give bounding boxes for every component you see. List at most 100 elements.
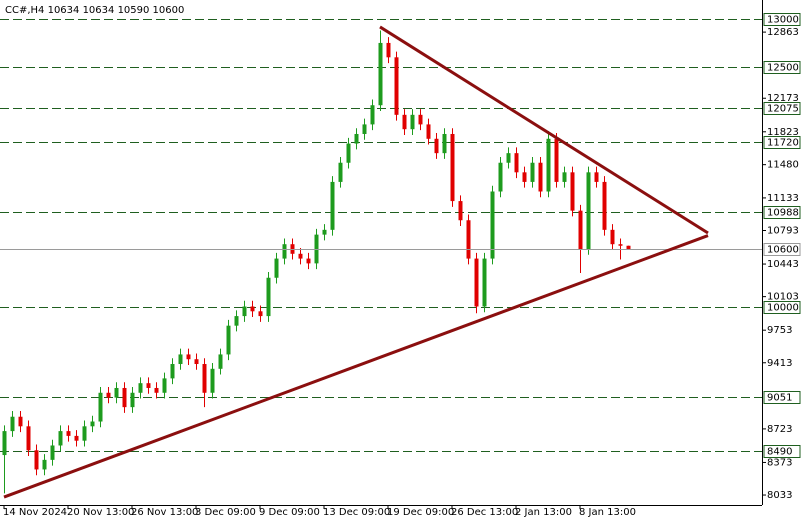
candle-body — [546, 138, 551, 192]
candle-body — [154, 387, 159, 393]
candle-body — [330, 181, 335, 230]
candle-body — [570, 172, 575, 211]
candle-body — [218, 354, 223, 369]
candle-body — [274, 258, 279, 278]
x-tick-label: 9 Dec 09:00 — [259, 507, 320, 518]
candle-body — [170, 364, 175, 379]
x-tick-label: 3 Dec 09:00 — [195, 507, 256, 518]
price-label: 10600 — [767, 245, 799, 256]
candle-body — [122, 387, 127, 408]
candle-body — [554, 138, 559, 182]
candle-body — [106, 392, 111, 398]
y-tick-label: 10793 — [767, 226, 799, 237]
candle-body — [482, 258, 487, 307]
y-tick-label: 8723 — [767, 424, 792, 435]
candle-body — [162, 378, 167, 393]
candle-body — [354, 133, 359, 144]
price-box — [763, 243, 801, 256]
chart-title: CC#,H4 10634 10634 10590 10600 — [5, 5, 184, 16]
candle-body — [610, 229, 615, 245]
candle-body — [386, 42, 391, 58]
level-box — [763, 102, 801, 115]
candle-body — [602, 181, 607, 230]
level-box — [763, 301, 801, 314]
y-tick-label: 12173 — [767, 93, 799, 104]
trendline — [379, 25, 709, 235]
y-tick-label: 11823 — [767, 127, 799, 138]
x-tick-label: 2 Jan 13:00 — [515, 507, 572, 518]
y-tick-label: 12863 — [767, 27, 799, 38]
candle-body — [474, 258, 479, 307]
candle-body — [58, 431, 63, 446]
candle-body — [82, 426, 87, 441]
candle-body — [514, 153, 519, 173]
candle-body — [322, 229, 327, 235]
candle-body — [50, 445, 55, 460]
candle-body — [466, 220, 471, 259]
candle-body — [146, 383, 151, 388]
candle-body — [562, 172, 567, 182]
y-tick-label: 8373 — [767, 457, 792, 468]
x-tick-label: 13 Dec 09:00 — [323, 507, 390, 518]
x-tick-label: 8 Jan 13:00 — [579, 507, 636, 518]
candle-body — [378, 42, 383, 106]
candle-body — [250, 306, 255, 312]
x-tick-label: 19 Dec 09:00 — [387, 507, 454, 518]
candle-body — [226, 325, 231, 355]
candle-body — [194, 359, 199, 365]
candle-body — [362, 124, 367, 134]
candle-body — [266, 277, 271, 317]
candle-body — [74, 435, 79, 441]
candle-body — [66, 431, 71, 436]
candle-body — [586, 172, 591, 250]
candle-body — [418, 114, 423, 125]
candle-body — [338, 162, 343, 182]
trendline — [3, 234, 709, 499]
y-tick-label: 11133 — [767, 193, 799, 204]
candle-body — [434, 138, 439, 154]
candle-body — [242, 306, 247, 317]
candle-body — [90, 421, 95, 427]
level-label: 12075 — [767, 104, 799, 115]
candle-body — [130, 392, 135, 408]
level-box — [763, 206, 801, 219]
level-box — [763, 13, 801, 26]
candle-body — [26, 426, 31, 451]
candle-body — [98, 392, 103, 422]
candle-body — [450, 133, 455, 202]
candle-body — [618, 244, 623, 246]
candle-body — [234, 316, 239, 326]
level-label: 10000 — [767, 303, 799, 314]
level-box — [763, 445, 801, 458]
level-label: 9051 — [767, 393, 792, 404]
level-label: 8490 — [767, 447, 792, 458]
candle-body — [490, 191, 495, 259]
candle-body — [458, 201, 463, 221]
candle-body — [42, 459, 47, 470]
level-box — [763, 61, 801, 74]
candle-body — [34, 450, 39, 470]
candle-body — [138, 383, 143, 393]
y-tick-label: 9413 — [767, 358, 792, 369]
candle-body — [210, 368, 215, 393]
level-box — [763, 391, 801, 404]
level-label: 10988 — [767, 208, 799, 219]
y-tick-label: 11480 — [767, 160, 799, 171]
candle-body — [530, 162, 535, 182]
candle-body — [538, 162, 543, 192]
candle-body — [394, 57, 399, 115]
candle-body — [282, 244, 287, 259]
candle-body — [626, 245, 631, 250]
candle-body — [442, 133, 447, 154]
candle-body — [202, 364, 207, 393]
candle-body — [114, 387, 119, 398]
candle-body — [498, 162, 503, 192]
candle-body — [258, 311, 263, 317]
y-tick-label: 8033 — [767, 490, 792, 501]
candle-body — [298, 253, 303, 259]
candle-body — [18, 416, 23, 427]
candle-body — [578, 210, 583, 250]
candle-body — [178, 354, 183, 365]
x-tick-label: 20 Nov 13:00 — [67, 507, 134, 518]
candle-body — [506, 153, 511, 163]
